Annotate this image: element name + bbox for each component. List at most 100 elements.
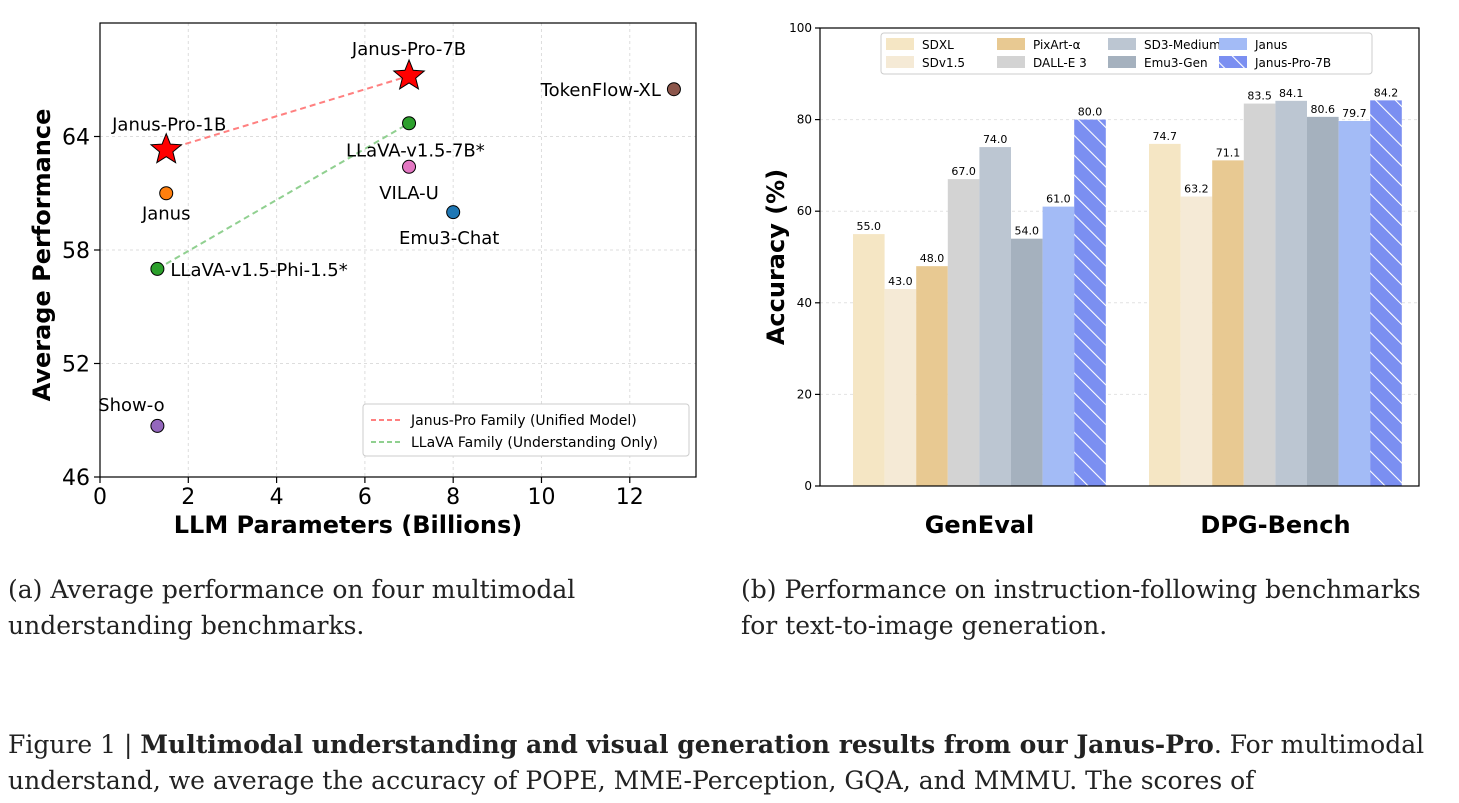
- bar-value-label: 61.0: [1046, 193, 1071, 206]
- bar: [853, 234, 885, 486]
- legend-label: LLaVA Family (Understanding Only): [411, 435, 658, 451]
- category-label: GenEval: [925, 511, 1035, 539]
- bar-value-label: 80.6: [1311, 103, 1336, 116]
- figure-caption-bold: Multimodal understanding and visual gene…: [140, 730, 1214, 759]
- bar: [1180, 196, 1213, 486]
- bar: [947, 179, 980, 486]
- legend-label: Janus: [1254, 38, 1287, 52]
- legend-label: DALL-E 3: [1033, 56, 1087, 70]
- legend-label: Janus-Pro Family (Unified Model): [410, 413, 637, 429]
- legend-swatch: [886, 56, 914, 68]
- y-axis-label: Average Performance: [28, 109, 56, 402]
- caption-a: (a) Average performance on four multimod…: [8, 575, 576, 640]
- y-tick-label: 64: [62, 126, 90, 151]
- bar: [1370, 100, 1402, 486]
- legend-swatch: [1108, 56, 1136, 68]
- bar: [1275, 100, 1307, 487]
- point-label: LLaVA-v1.5-7B*: [346, 140, 485, 161]
- y-tick-label: 46: [62, 466, 90, 491]
- figure-caption: Figure 1 | Multimodal understanding and …: [8, 727, 1453, 799]
- x-tick-label: 2: [181, 485, 195, 510]
- bar-value-label: 48.0: [920, 252, 945, 265]
- legend: Janus-Pro Family (Unified Model) LLaVA Fa…: [362, 403, 690, 457]
- legend-label: Janus-Pro-7B: [1254, 56, 1331, 70]
- point-label: Janus-Pro-1B: [111, 115, 226, 136]
- circle-marker: [446, 205, 461, 220]
- family-line: [156, 122, 410, 270]
- bar-value-label: 83.5: [1247, 90, 1272, 103]
- circle-marker: [150, 261, 165, 276]
- x-tick-label: 12: [616, 485, 644, 510]
- bar: [1243, 103, 1276, 486]
- legend-label: SD3-Medium: [1144, 38, 1221, 52]
- bar: [884, 289, 917, 486]
- y-tick-label: 100: [789, 21, 812, 35]
- caption-b: (b) Performance on instruction-following…: [741, 575, 1421, 640]
- point-label: Janus: [141, 203, 191, 224]
- bar-value-label: 74.7: [1153, 130, 1178, 143]
- y-tick-label: 60: [797, 204, 812, 218]
- point-label: Show-o: [98, 395, 164, 416]
- y-tick-label: 20: [797, 387, 812, 401]
- legend-box: [362, 403, 690, 457]
- bar-value-label: 79.7: [1342, 107, 1367, 120]
- bar: [1338, 120, 1371, 486]
- bar: [1212, 160, 1244, 486]
- legend-label: PixArt-α: [1033, 38, 1081, 52]
- legend-swatch: [1108, 38, 1136, 50]
- legend-swatch: [886, 38, 914, 50]
- y-tick-label: 58: [62, 239, 90, 264]
- bar: [1011, 238, 1043, 486]
- legend: SDXL SDv1.5 PixArt-α DALL-E 3 SD3-Medium Emu3…: [880, 32, 1373, 75]
- bar: [916, 266, 948, 486]
- point-label: LLaVA-v1.5-Phi-1.5*: [170, 260, 347, 281]
- point-label: Emu3-Chat: [399, 228, 499, 249]
- bar-value-label: 63.2: [1184, 183, 1209, 196]
- bar-value-label: 84.2: [1374, 86, 1399, 99]
- legend-label: SDXL: [922, 38, 954, 52]
- y-tick-label: 0: [804, 479, 812, 493]
- circle-marker: [402, 116, 417, 131]
- x-tick-label: 4: [270, 485, 284, 510]
- x-tick-label: 6: [358, 485, 372, 510]
- figure-caption-rest: . For multimodal understand, we average …: [8, 730, 1425, 795]
- point-label: VILA-U: [379, 183, 439, 204]
- plot-frame: [819, 27, 1420, 487]
- legend-label: Emu3-Gen: [1144, 56, 1208, 70]
- legend-swatch: [1219, 38, 1247, 50]
- x-tick-label: 0: [93, 485, 107, 510]
- x-axis-label: LLM Parameters (Billions): [174, 511, 523, 539]
- bar: [1149, 143, 1181, 486]
- bar: [1074, 119, 1106, 486]
- legend-swatch: [1219, 56, 1247, 68]
- bar: [979, 147, 1011, 486]
- family-line: [165, 75, 410, 151]
- x-tick-label: 10: [527, 485, 555, 510]
- legend-swatch: [997, 56, 1025, 68]
- y-tick-label: 40: [797, 296, 812, 310]
- circle-marker: [666, 82, 681, 97]
- bar-value-label: 43.0: [888, 275, 913, 288]
- figure-caption-prefix: Figure 1 |: [8, 730, 141, 759]
- bar-value-label: 67.0: [951, 165, 976, 178]
- circle-marker: [159, 186, 174, 201]
- y-tick-label: 52: [62, 353, 90, 378]
- star-marker: [392, 58, 426, 91]
- category-label: DPG-Bench: [1200, 511, 1350, 539]
- bar-chart: 55.0 74.7 43.0 63.2 48.0 71.1 67.0 83.5 74.0 84.1…: [762, 21, 1420, 539]
- legend-swatch: [997, 38, 1025, 50]
- bar-value-label: 80.0: [1078, 106, 1103, 119]
- y-tick-label: 80: [797, 113, 812, 127]
- point-label: Janus-Pro-7B: [351, 39, 466, 60]
- bar-value-label: 74.0: [983, 133, 1008, 146]
- x-tick-label: 8: [446, 485, 460, 510]
- bar: [1307, 116, 1339, 487]
- bar-value-label: 55.0: [857, 220, 882, 233]
- legend-label: SDv1.5: [922, 56, 965, 70]
- star-marker: [149, 132, 183, 164]
- y-axis-label: Accuracy (%): [762, 169, 790, 345]
- bar-value-label: 71.1: [1216, 146, 1241, 159]
- bar-value-label: 54.0: [1015, 225, 1040, 238]
- circle-marker: [150, 418, 165, 433]
